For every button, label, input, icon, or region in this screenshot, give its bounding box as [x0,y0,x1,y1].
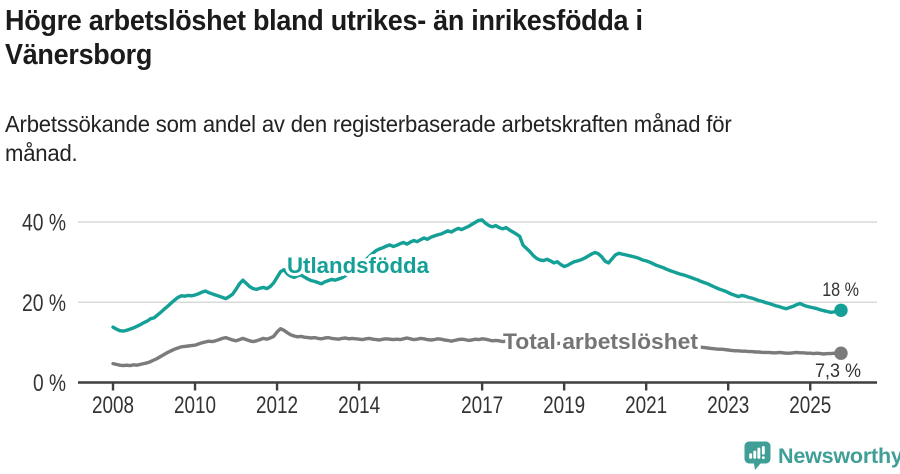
bar-medium [753,450,757,459]
x-tick-label-2019: 2019 [543,392,585,419]
x-tick-label-2023: 2023 [707,392,749,419]
x-tick-label-2025: 2025 [789,392,831,419]
exclamation-stem [761,446,765,455]
bar-large [757,447,761,459]
newsworthy-logo: Newsworthy [744,441,900,471]
series-end-dot [834,346,848,360]
series-end-dot [834,303,848,317]
y-tick-label-40: 40 % [22,210,66,237]
brand-name: Newsworthy [778,443,900,468]
x-tick-label-2017: 2017 [461,392,503,419]
bar-small [749,453,753,459]
page-title: Högre arbetslöshet bland utrikes- än inr… [5,4,691,72]
y-tick-label-0: 0 % [33,370,66,397]
end-value-label: 7,3 % [815,360,861,382]
series-line-utlandsf-dda [111,218,843,333]
x-tick-label-2012: 2012 [256,392,298,419]
series-label: Utlandsfödda [287,253,429,278]
exclamation-dot [761,456,765,459]
x-tick-label-2008: 2008 [92,392,134,419]
end-value-label: 18 % [822,279,859,301]
page-title-line2: Vänersborg [5,39,153,71]
series-label: Total arbetslöshet [503,329,699,354]
x-tick-label-2014: 2014 [338,392,380,419]
chart-subtitle: Arbetssökande som andel av den registerb… [5,110,762,168]
series-line-total-arbetsl-shet [111,327,843,368]
chart-subtitle-line2: månad. [5,140,78,166]
x-tick-label-2010: 2010 [174,392,216,419]
x-tick-label-2021: 2021 [625,392,667,419]
page-title-line1: Högre arbetslöshet bland utrikes- än inr… [5,5,643,37]
chart-subtitle-line1: Arbetssökande som andel av den registerb… [5,111,732,137]
y-tick-label-20: 20 % [22,290,66,317]
newsworthy-bubble-chart-icon [744,441,771,470]
